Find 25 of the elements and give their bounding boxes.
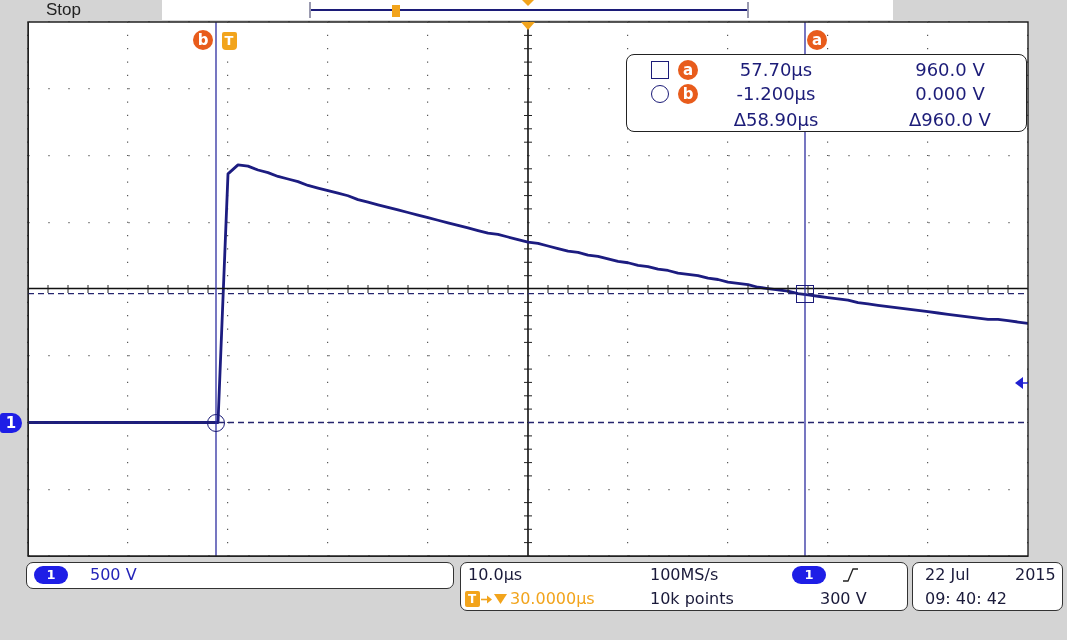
- text: 22 Jul: [925, 565, 970, 585]
- text: 30.0000µs: [510, 589, 595, 609]
- text: 300 V: [820, 589, 867, 609]
- text: 960.0 V: [915, 59, 985, 80]
- text: 57.70µs: [739, 59, 813, 80]
- text: Δ960.0 V: [909, 109, 991, 130]
- text: 500 V: [90, 565, 137, 585]
- text: 1: [804, 567, 814, 582]
- text: 10.0µs: [468, 565, 523, 585]
- text: b: [197, 31, 209, 49]
- text: 09: 40: 42: [925, 589, 1008, 609]
- text: T: [221, 32, 237, 50]
- text: 1: [0, 412, 22, 433]
- text: 2015: [1015, 565, 1056, 585]
- text: T: [467, 592, 477, 606]
- text: 0.000 V: [915, 83, 985, 104]
- text: -1.200µs: [736, 83, 816, 104]
- text: Δ58.90µs: [733, 109, 819, 130]
- text: 1: [46, 567, 56, 582]
- text: b: [678, 84, 698, 104]
- text: a: [811, 31, 823, 49]
- text: Stop: [46, 0, 81, 20]
- text: 100MS/s: [650, 565, 719, 585]
- text: a: [678, 60, 698, 80]
- text: 10k points: [650, 589, 734, 609]
